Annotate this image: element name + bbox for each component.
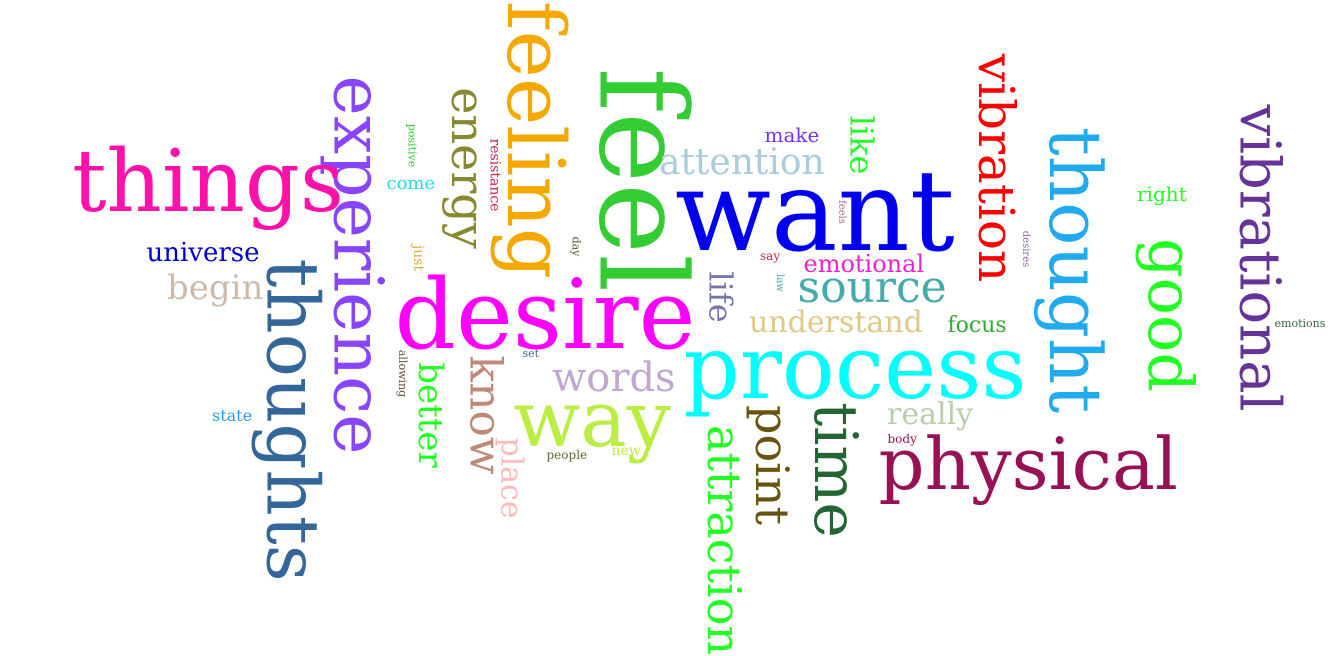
word-set: set <box>522 346 540 360</box>
word-feels: feels <box>835 200 847 224</box>
word-new: new <box>611 443 641 459</box>
word-begin: begin <box>167 268 264 308</box>
word-people: people <box>546 448 588 462</box>
word-emotional: emotional <box>803 250 925 278</box>
word-positive: positive <box>405 123 419 167</box>
word-good: good <box>1134 237 1208 393</box>
word-thought: thought <box>1033 126 1118 414</box>
word-desires: desires <box>1020 230 1032 268</box>
word-make: make <box>764 123 820 147</box>
word-life: life <box>701 271 740 323</box>
word-vibrational: vibrational <box>1226 104 1292 412</box>
word-universe: universe <box>146 238 260 268</box>
word-say: say <box>760 249 781 263</box>
word-thoughts: thoughts <box>250 258 335 582</box>
word-time: time <box>799 402 870 538</box>
word-physical: physical <box>878 422 1178 506</box>
word-focus: focus <box>947 313 1007 338</box>
word-vibration: vibration <box>967 53 1026 283</box>
word-energy: energy <box>440 87 495 249</box>
word-emotions: emotions <box>1274 316 1326 330</box>
word-state: state <box>212 406 253 425</box>
word-attention: attention <box>659 142 825 183</box>
word-better: better <box>409 362 450 468</box>
word-place: place <box>493 437 529 519</box>
word-desire: desire <box>394 259 696 371</box>
word-right: right <box>1137 182 1187 206</box>
word-allowing: allowing <box>395 349 409 397</box>
word-way: way <box>513 375 671 465</box>
word-really: really <box>887 397 974 432</box>
word-things: things <box>72 132 345 232</box>
word-body: body <box>887 432 917 446</box>
word-just: just <box>410 244 427 272</box>
word-point: point <box>744 405 799 525</box>
word-source: source <box>797 262 947 313</box>
word-law: law <box>773 274 785 292</box>
word-understand: understand <box>749 305 923 340</box>
word-attraction: attraction <box>697 424 752 656</box>
word-come: come <box>386 173 436 194</box>
word-like: like <box>841 115 880 175</box>
word-want: want <box>675 147 955 277</box>
word-day: day <box>569 236 583 256</box>
word-process: process <box>683 316 1027 419</box>
word-feeling: feeling <box>489 0 583 280</box>
word-words: words <box>552 355 676 401</box>
word-resistance: resistance <box>485 138 502 212</box>
